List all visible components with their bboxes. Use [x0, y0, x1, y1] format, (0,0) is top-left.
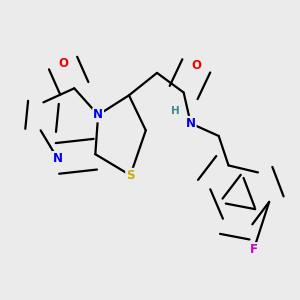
- Text: F: F: [250, 243, 258, 256]
- Text: N: N: [93, 108, 103, 122]
- Text: O: O: [58, 57, 68, 70]
- Text: S: S: [126, 169, 135, 182]
- Text: O: O: [191, 59, 201, 72]
- Text: H: H: [171, 106, 180, 116]
- Text: N: N: [186, 117, 196, 130]
- Text: N: N: [52, 152, 62, 165]
